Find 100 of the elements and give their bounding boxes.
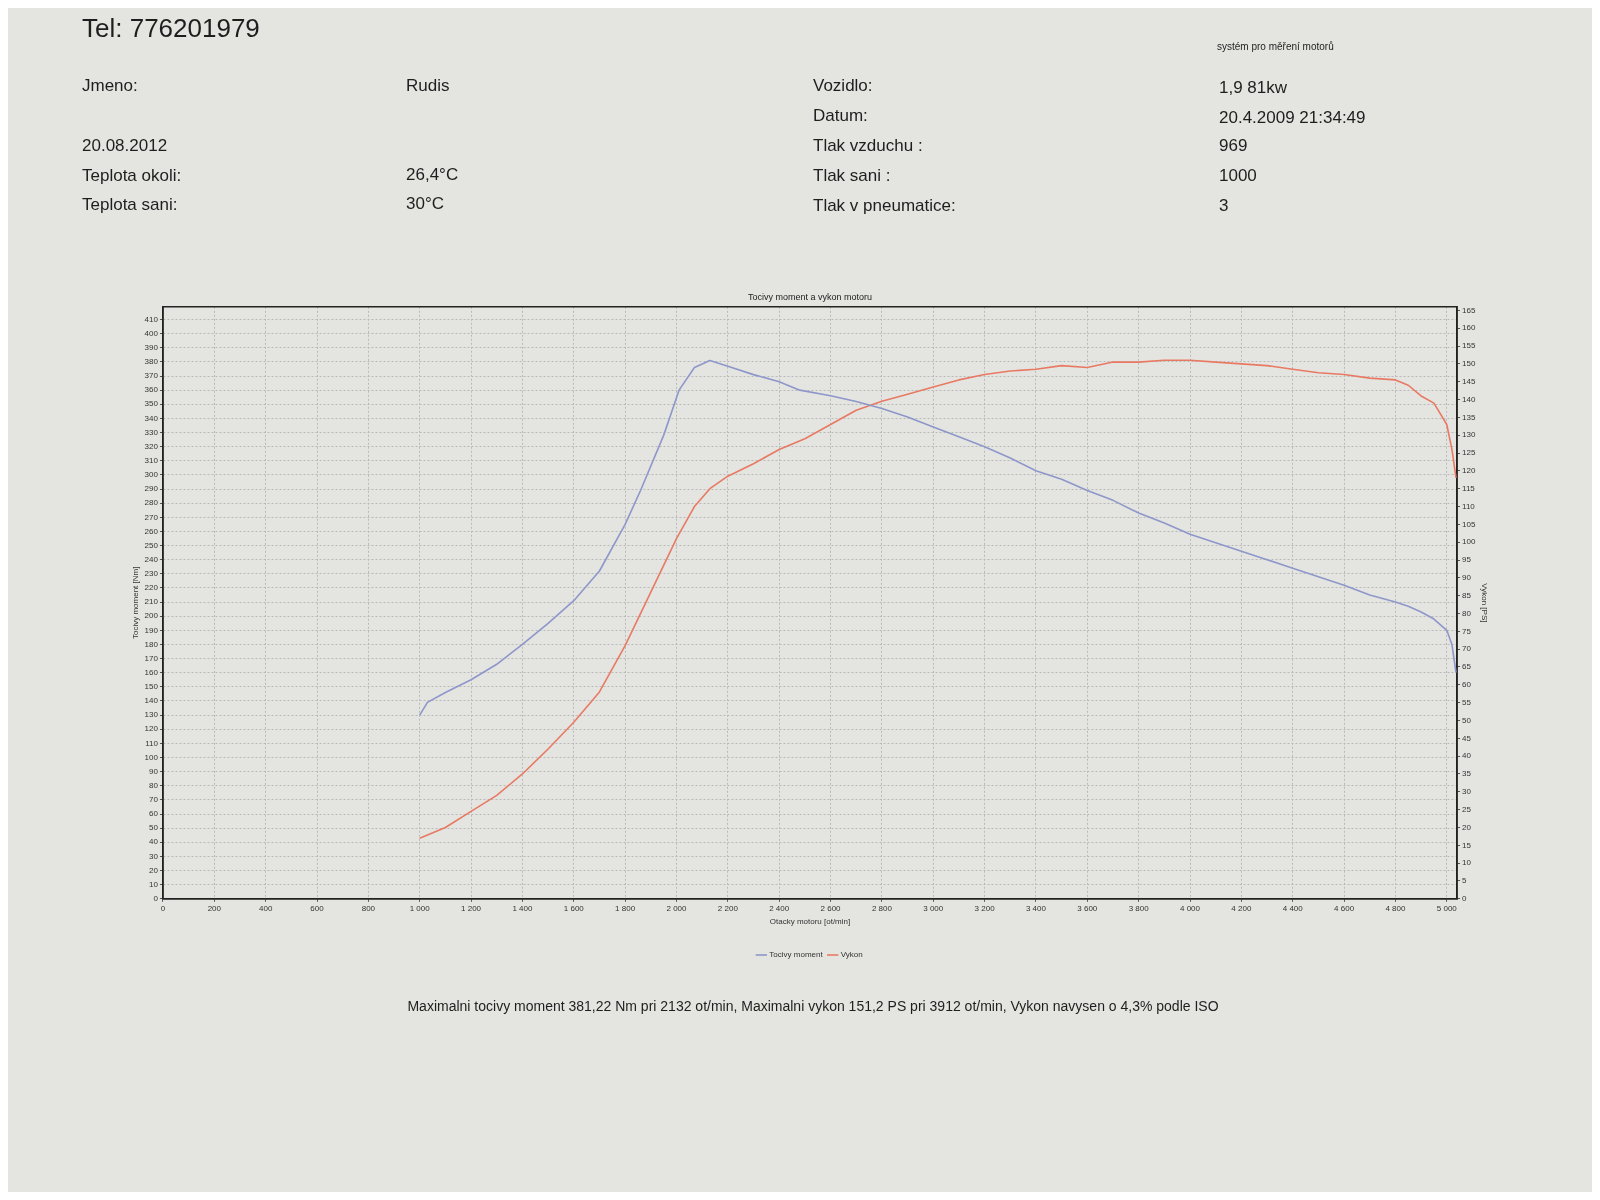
y-axis-title: Tocivy moment [Nm] [131, 566, 140, 640]
x-tick-label: 1 400 [512, 903, 533, 913]
y-tick-label: 10 [149, 879, 159, 889]
y-tick-label: 320 [144, 441, 159, 451]
y2-tick-label: 115 [1462, 483, 1476, 493]
x-tick-label: 800 [361, 903, 376, 913]
text: 20.4.2009 21:34:49 [1219, 107, 1366, 129]
y2-tick-label: 50 [1462, 715, 1472, 725]
text: 20.08.2012 [82, 135, 168, 157]
y-tick-label: 160 [144, 667, 159, 677]
text: Teplota sani: [82, 194, 178, 216]
y-tick-label: 60 [149, 809, 159, 819]
y2-tick-label: 5 [1462, 876, 1468, 886]
y2-tick-label: 85 [1462, 590, 1472, 600]
y2-tick-label: 95 [1462, 555, 1472, 565]
y2-tick-label: 120 [1462, 466, 1476, 476]
y-tick-label: 70 [149, 795, 159, 805]
y2-tick-label: 60 [1462, 680, 1472, 690]
x-tick-label: 3 800 [1128, 903, 1150, 913]
x-tick-label: 1 000 [409, 903, 431, 913]
x-tick-label: 4 200 [1231, 903, 1252, 913]
y-tick-label: 340 [144, 413, 159, 423]
y2-tick-label: 100 [1462, 537, 1476, 547]
y-tick-label: 360 [144, 385, 159, 395]
text: Tlak sani : [813, 165, 891, 187]
y2-tick-label: 55 [1462, 697, 1472, 707]
x-axis-title: Otacky motoru [ot/min] [769, 917, 851, 927]
legend-label: Tocivy moment [769, 950, 824, 960]
y-tick-label: 120 [144, 724, 159, 734]
y-tick-label: 20 [149, 865, 159, 875]
y2-tick-label: 155 [1462, 341, 1476, 351]
y2-tick-label: 45 [1462, 733, 1472, 743]
x-tick-label: 3 000 [923, 903, 944, 913]
y2-tick-label: 140 [1462, 394, 1476, 404]
y-tick-label: 210 [144, 597, 159, 607]
y-tick-label: 230 [144, 569, 159, 579]
x-tick-label: 200 [207, 903, 222, 913]
x-tick-label: 1 200 [461, 903, 482, 913]
text: Tlak v pneumatice: [813, 195, 956, 217]
text: Maximalni tocivy moment 381,22 Nm pri 2132 ot/min, Maximalni vykon 151,2 PS pri 3912 ot/min, Vykon navysen o 4,3% podle ISO [407, 997, 1219, 1015]
y-tick-label: 90 [149, 766, 159, 776]
y2-tick-label: 25 [1462, 804, 1472, 814]
y-tick-label: 220 [144, 583, 159, 593]
text: 1,9 81kw [1219, 77, 1288, 99]
text: 30°C [406, 193, 444, 215]
x-tick-label: 1 800 [615, 903, 636, 913]
x-tick-label: 1 600 [563, 903, 585, 913]
y2-tick-label: 65 [1462, 662, 1472, 672]
y-tick-label: 350 [144, 399, 159, 409]
y2-tick-label: 75 [1462, 626, 1472, 636]
y-tick-label: 410 [144, 314, 159, 324]
y-tick-label: 100 [144, 752, 159, 762]
x-tick-label: 4 600 [1334, 903, 1355, 913]
y2-tick-label: 165 [1462, 305, 1476, 315]
x-tick-label: 600 [310, 903, 325, 913]
y2-tick-label: 30 [1462, 787, 1472, 797]
chart-title: Tocivy moment a vykon motoru [747, 291, 873, 302]
x-tick-label: 2 400 [769, 903, 790, 913]
y-tick-label: 300 [144, 470, 159, 480]
text: Rudis [406, 75, 450, 97]
y-tick-label: 290 [144, 484, 159, 494]
y-tick-label: 390 [144, 342, 159, 352]
text: Teplota okoli: [82, 165, 182, 187]
x-tick-label: 4 000 [1180, 903, 1201, 913]
y-tick-label: 330 [144, 427, 159, 437]
y-tick-label: 170 [144, 653, 159, 663]
y-tick-label: 190 [144, 625, 159, 635]
text: 1000 [1219, 165, 1257, 187]
y-tick-label: 380 [144, 357, 159, 367]
y-tick-label: 130 [144, 710, 159, 720]
text: 3 [1219, 195, 1229, 217]
y-tick-label: 270 [144, 512, 159, 522]
y2-tick-label: 145 [1462, 376, 1476, 386]
x-tick-label: 4 800 [1385, 903, 1406, 913]
text: 26,4°C [406, 164, 459, 186]
y2-tick-label: 160 [1462, 323, 1476, 333]
text: Jmeno: [82, 75, 138, 97]
x-tick-label: 3 600 [1077, 903, 1098, 913]
y-tick-label: 200 [144, 611, 159, 621]
y-tick-label: 150 [144, 682, 159, 692]
y2-tick-label: 35 [1462, 769, 1472, 779]
text: 969 [1219, 135, 1248, 157]
y2-tick-label: 130 [1462, 430, 1476, 440]
y-tick-label: 110 [145, 738, 159, 748]
y2-tick-label: 150 [1462, 359, 1476, 369]
y2-tick-label: 110 [1462, 501, 1476, 511]
y-tick-label: 30 [149, 851, 159, 861]
y2-tick-label: 80 [1462, 608, 1472, 618]
y2-tick-label: 135 [1462, 412, 1476, 422]
y2-tick-label: 20 [1462, 822, 1472, 832]
y2-tick-label: 70 [1462, 644, 1472, 654]
y2-tick-label: 10 [1462, 858, 1472, 868]
x-tick-label: 2 800 [871, 903, 893, 913]
y-tick-label: 310 [144, 456, 159, 466]
x-tick-label: 2 000 [666, 903, 688, 913]
y-tick-label: 250 [144, 540, 159, 550]
y2-axis-title: Vykon [PS] [1480, 583, 1489, 623]
y-tick-label: 0 [153, 894, 159, 903]
y2-tick-label: 0 [1462, 894, 1468, 903]
text: Tlak vzduchu : [813, 135, 923, 157]
